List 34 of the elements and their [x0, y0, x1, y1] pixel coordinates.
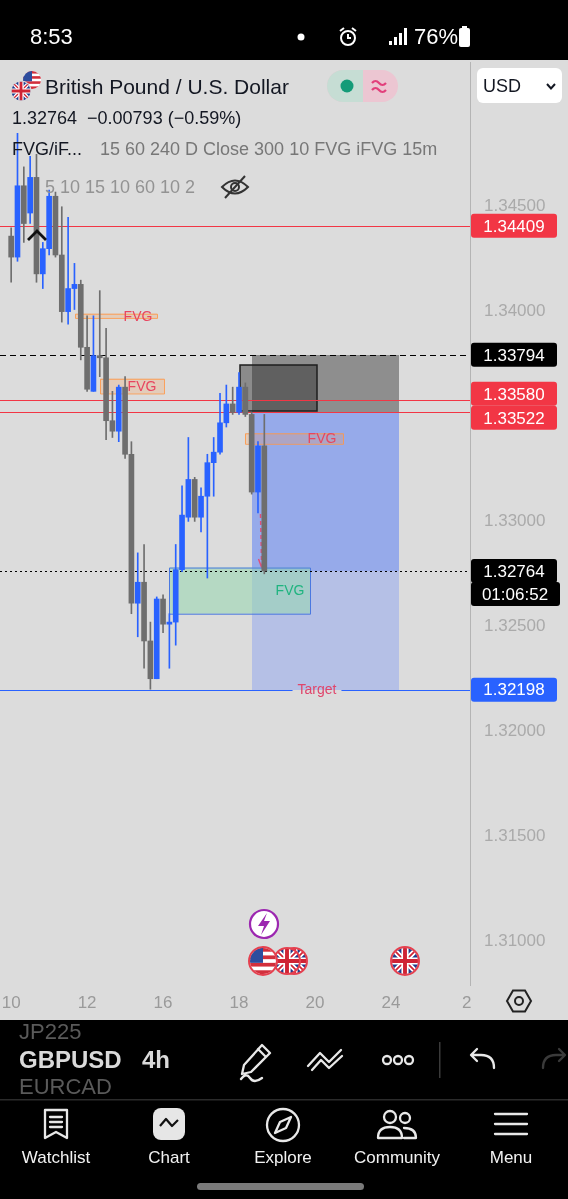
text: 01:06:52: [481, 584, 549, 604]
ref-line-label: 1.33794: [483, 345, 545, 365]
x-tick-label: 18: [229, 992, 249, 1012]
annotation: 15 60 240 D Close 300 10 FVG iFVG 15m: [100, 139, 438, 159]
text: JP225: [19, 1019, 82, 1044]
ref-line-label: 1.33580: [483, 384, 545, 404]
x-tick-label: 10: [1, 992, 21, 1012]
band-label: FVG: [275, 582, 305, 599]
x-tick-label: 2: [462, 992, 472, 1012]
x-tick-label: 12: [77, 992, 97, 1012]
text: Menu: [489, 1148, 533, 1167]
text: British Pound / U.S. Dollar: [45, 75, 289, 98]
x-tick-label: 20: [305, 992, 325, 1012]
dropdown-field: USD: [477, 68, 562, 103]
ref-line-label: 1.32198: [483, 680, 545, 700]
text: EURCAD: [19, 1074, 112, 1099]
text: Community: [354, 1148, 440, 1167]
annotation: 5 10 15 10 60 10 2: [45, 177, 196, 197]
band-label: FVG: [127, 377, 157, 394]
x-tick-label: 16: [153, 992, 173, 1012]
text: 4h: [142, 1046, 171, 1073]
ref-line-label: 1.32764: [483, 561, 545, 581]
text: 1.32764 −0.00793 (−0.59%): [12, 108, 242, 128]
ref-line-label: 1.34409: [483, 216, 545, 236]
text: Watchlist: [21, 1148, 91, 1167]
annotation: Target: [297, 681, 337, 698]
text: 8:53: [30, 24, 73, 49]
ref-line-label: 1.33522: [483, 408, 545, 428]
band-label: FVG: [307, 430, 337, 447]
text: GBPUSD: [19, 1046, 122, 1073]
text: Explore: [254, 1148, 312, 1167]
text: 76%: [414, 24, 459, 49]
x-tick-label: 24: [381, 992, 401, 1012]
text: Chart: [148, 1148, 190, 1167]
